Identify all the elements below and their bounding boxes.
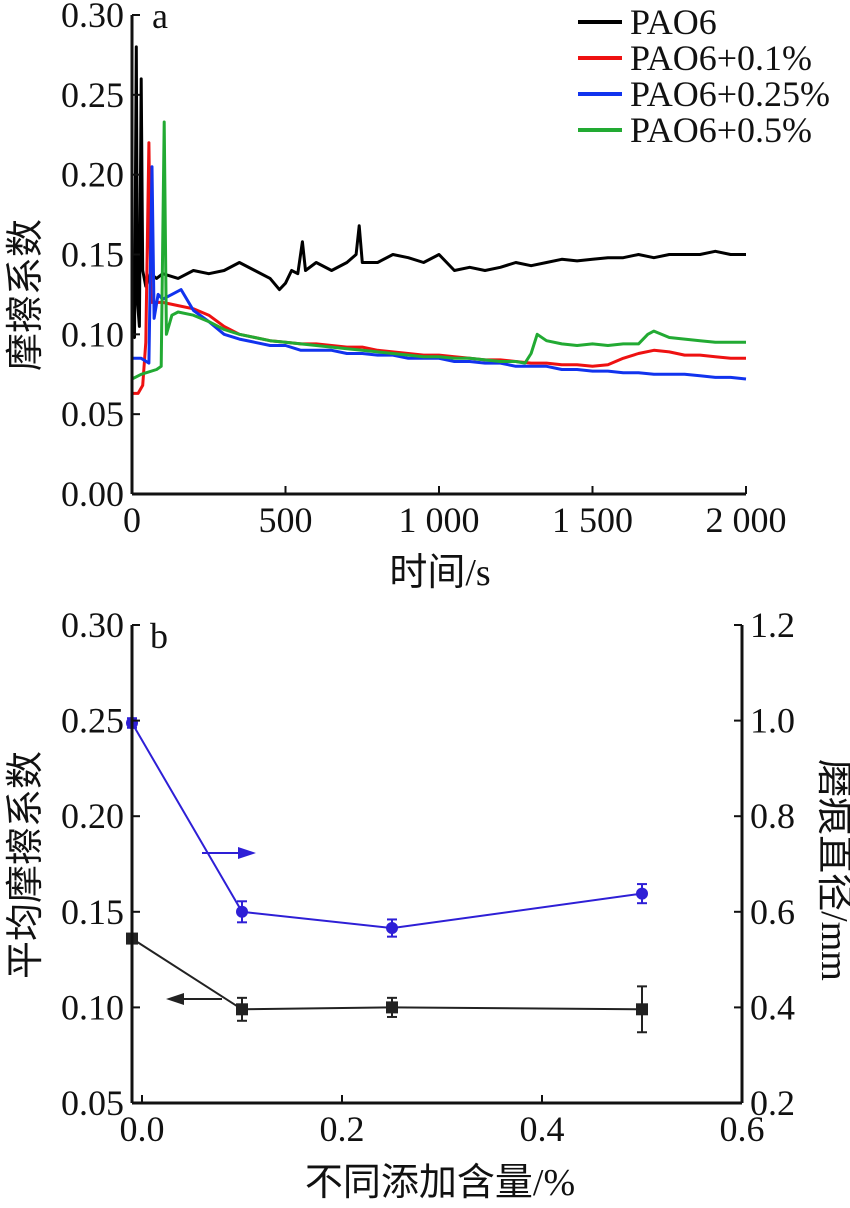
panel-a-legend-label: PAO6	[630, 2, 717, 42]
panel-b-arrow-right	[202, 847, 256, 859]
panel-b-letter: b	[150, 616, 168, 656]
panel-b-series-line-0	[131, 937, 643, 1011]
panel-a-y-tick-label: 0.05	[61, 394, 124, 434]
panel-a-legend-label: PAO6+0.1%	[630, 38, 812, 78]
panel-b-y-tick-label-right: 1.2	[750, 605, 795, 645]
panel-a-series-line-1	[132, 141, 746, 395]
panel-b-point-circle	[386, 922, 398, 935]
panel-b-x-tick-label: 0.2	[320, 1109, 365, 1149]
panel-a-x-tick-label: 2 000	[706, 500, 787, 540]
panel-a-y-tick-label: 0.10	[61, 314, 124, 354]
panel-a-y-tick-label: 0.30	[61, 0, 124, 35]
panel-b-x-tick-label: 0.4	[520, 1109, 565, 1149]
panel-b-x-ticks: 0.0 0.2 0.4 0.6	[120, 1095, 765, 1149]
panel-a-legend-label: PAO6+0.5%	[630, 110, 812, 150]
panel-a-letter: a	[152, 0, 168, 36]
panel-b-y-tick-label-left: 0.15	[61, 892, 124, 932]
panel-a-series-line-0	[130, 45, 746, 339]
panel-a-y-ticks: 0.00 0.05 0.10 0.15 0.20 0.25 0.30	[61, 0, 140, 514]
panel-a-y-tick-label: 0.20	[61, 155, 124, 195]
panel-a-x-tick-label: 1 500	[552, 500, 633, 540]
panel-b-y-tick-label-left: 0.20	[61, 796, 124, 836]
panel-a-x-tick-label: 1 000	[399, 500, 480, 540]
panel-b-y-tick-label-left: 0.05	[61, 1083, 124, 1123]
panel-b-series-line-1	[131, 722, 643, 930]
panel-b-y-ticks-right: 0.2 0.4 0.6 0.8 1.0 1.2	[734, 605, 795, 1123]
panel-a-plot-lines	[130, 45, 747, 395]
panel-b-plot	[126, 716, 648, 1034]
panel-b-y-tick-label-right: 0.4	[750, 987, 795, 1027]
panel-b-x-tick-label: 0.6	[720, 1109, 765, 1149]
panel-b-axes	[130, 625, 744, 1105]
panel-b-y-tick-label-right: 0.8	[750, 796, 795, 836]
panel-b-point-square	[236, 1003, 248, 1016]
panel-a: 0.00 0.05 0.10 0.15 0.20 0.25 0.30 0 500 1 000 1 …	[5, 0, 830, 594]
panel-b-y-tick-label-right: 0.6	[750, 892, 795, 932]
panel-a-y-axis-title: 摩擦系数	[5, 219, 47, 371]
panel-b-y-tick-label-right: 0.2	[750, 1083, 795, 1123]
panel-b-y-tick-label-right: 1.0	[750, 701, 795, 741]
panel-b-point-square	[386, 1001, 398, 1014]
panel-b-y-axis-title-left: 平均摩擦系数	[5, 751, 47, 979]
panel-a-series-line-2	[132, 165, 747, 381]
panel-b-y-axis-title-right: 磨痕直径/mm	[813, 759, 850, 981]
panel-b-point-circle	[636, 887, 648, 900]
panel-a-x-tick-label: 500	[259, 500, 313, 540]
panel-b-y-tick-label-left: 0.30	[61, 605, 124, 645]
panel-b-y-ticks-left: 0.05 0.10 0.15 0.20 0.25 0.30	[61, 605, 140, 1123]
panel-b-x-axis-title: 不同添加含量/%	[305, 1162, 575, 1204]
panel-b: 0.05 0.10 0.15 0.20 0.25 0.30 0.2 0.4 0.6 0.8 1.0…	[5, 605, 850, 1204]
panel-a-legend-label: PAO6+0.25%	[630, 74, 830, 114]
panel-a-y-tick-label: 0.15	[61, 235, 124, 275]
panel-a-x-tick-label: 0	[123, 500, 141, 540]
panel-b-y-tick-label-left: 0.25	[61, 701, 124, 741]
panel-b-y-tick-label-left: 0.10	[61, 987, 124, 1027]
panel-a-x-axis-title: 时间/s	[389, 552, 490, 594]
panel-b-arrow-left	[166, 993, 222, 1005]
panel-b-x-tick-label: 0.0	[120, 1109, 165, 1149]
panel-a-series-line-3	[131, 120, 746, 381]
panel-a-y-tick-label: 0.00	[61, 474, 124, 514]
panel-a-x-ticks: 0 500 1 000 1 500 2 000	[123, 486, 787, 540]
panel-b-point-circle	[236, 905, 248, 918]
panel-a-y-tick-label: 0.25	[61, 75, 124, 115]
panel-b-point-square	[636, 1003, 648, 1016]
